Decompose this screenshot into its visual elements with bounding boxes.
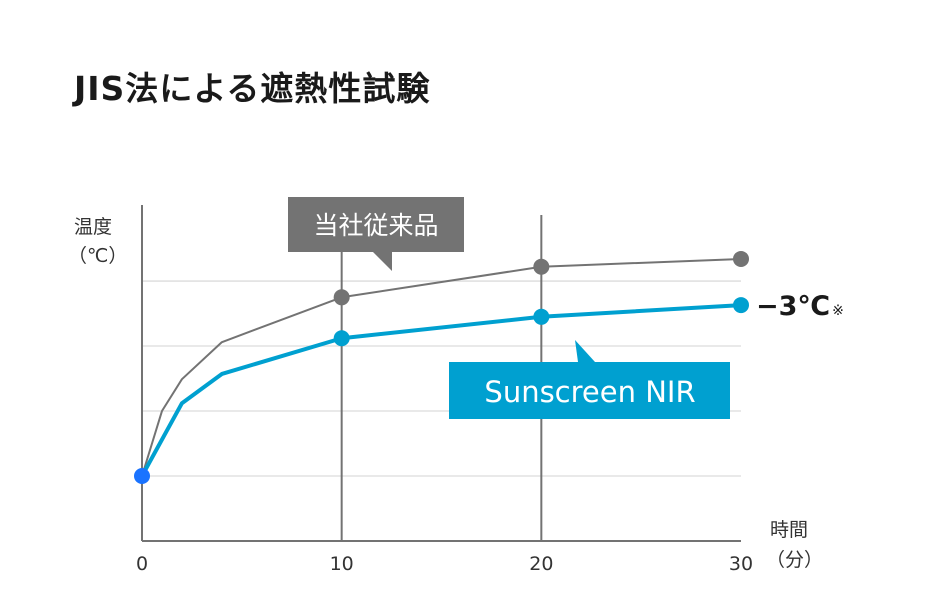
x-tick-label: 10 bbox=[330, 553, 354, 575]
data-point bbox=[733, 250, 749, 267]
chart-title: JIS法による遮熱性試験 bbox=[74, 69, 431, 108]
data-point bbox=[333, 330, 350, 347]
x-axis-unit: （分） bbox=[766, 549, 823, 571]
x-tick-label: 30 bbox=[729, 553, 753, 575]
start-point bbox=[134, 468, 150, 485]
difference-annotation: −3℃ bbox=[756, 291, 830, 322]
footnote-mark: ※ bbox=[832, 303, 844, 319]
legend-label-conventional: 当社従来品 bbox=[313, 211, 438, 240]
data-point bbox=[533, 258, 550, 275]
data-point bbox=[733, 297, 749, 314]
y-axis-label: 温度 bbox=[74, 216, 112, 238]
legend-callout-conventional: 当社従来品 bbox=[288, 197, 464, 271]
data-point bbox=[533, 308, 550, 325]
y-axis-unit: （℃） bbox=[68, 245, 127, 267]
series-line-1 bbox=[140, 303, 742, 477]
x-axis-label: 時間 bbox=[770, 519, 808, 541]
legend-callout-sunscreen: Sunscreen NIR bbox=[449, 340, 730, 419]
difference-annotation-group: −3℃ ※ bbox=[756, 291, 844, 322]
data-point bbox=[333, 289, 350, 306]
x-tick-label: 20 bbox=[529, 553, 553, 575]
x-tick-label: 0 bbox=[136, 553, 148, 575]
legend-label-sunscreen: Sunscreen NIR bbox=[484, 375, 695, 409]
